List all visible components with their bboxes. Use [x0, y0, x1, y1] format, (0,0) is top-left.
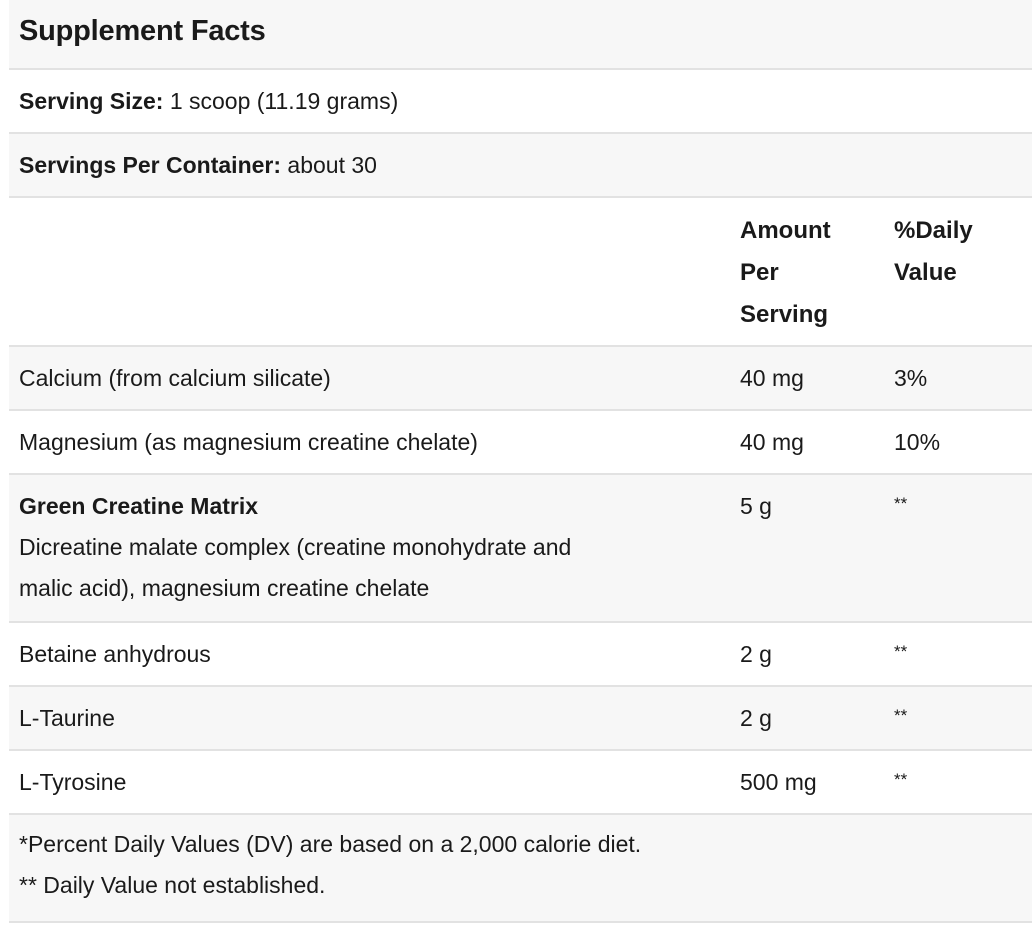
table-row: Green Creatine Matrix Dicreatine malate …	[9, 475, 1032, 623]
ingredient-amount: 40 mg	[740, 429, 804, 455]
footnote-percent-daily-values: *Percent Daily Values (DV) are based on …	[19, 831, 642, 857]
ingredient-daily-value: **	[894, 642, 908, 661]
servings-per-container-value: about 30	[287, 152, 377, 178]
serving-size-label: Serving Size:	[19, 88, 164, 114]
servings-per-container-label: Servings Per Container:	[19, 152, 282, 178]
ingredient-daily-value: **	[894, 770, 908, 789]
ingredient-name: Calcium (from calcium silicate)	[19, 365, 331, 391]
ingredient-amount: 500 mg	[740, 769, 817, 795]
ingredient-amount: 2 g	[740, 641, 772, 667]
ingredient-name: L-Taurine	[19, 705, 115, 731]
ingredient-name: L-Tyrosine	[19, 769, 127, 795]
servings-per-container-row: Servings Per Container: about 30	[9, 134, 1032, 198]
title-row: Supplement Facts	[9, 0, 1032, 70]
ingredient-name: Betaine anhydrous	[19, 641, 211, 667]
table-row: Magnesium (as magnesium creatine chelate…	[9, 411, 1032, 475]
ingredient-description-line: Dicreatine malate complex (creatine mono…	[19, 534, 572, 560]
supplement-facts-panel: Supplement Facts Serving Size: 1 scoop (…	[9, 0, 1032, 923]
ingredient-name: Green Creatine Matrix	[19, 493, 259, 519]
table-row: Betaine anhydrous 2 g **	[9, 623, 1032, 687]
ingredient-daily-value: **	[894, 706, 908, 725]
ingredient-amount: 2 g	[740, 705, 772, 731]
ingredient-daily-value: 3%	[894, 365, 928, 391]
table-row: L-Tyrosine 500 mg **	[9, 751, 1032, 815]
ingredient-amount: 5 g	[740, 493, 772, 519]
footnote-not-established: ** Daily Value not established.	[19, 872, 326, 898]
table-row: L-Taurine 2 g **	[9, 687, 1032, 751]
column-header-row: Amount Per Serving %Daily Value	[9, 198, 1032, 347]
serving-size-row: Serving Size: 1 scoop (11.19 grams)	[9, 70, 1032, 134]
ingredient-name: Magnesium (as magnesium creatine chelate…	[19, 429, 478, 455]
daily-value-header: %Daily Value	[894, 217, 973, 286]
ingredient-description-line: malic acid), magnesium creatine chelate	[19, 575, 430, 601]
serving-size-value: 1 scoop (11.19 grams)	[169, 88, 399, 114]
ingredient-daily-value: 10%	[894, 429, 941, 455]
ingredient-amount: 40 mg	[740, 365, 804, 391]
ingredient-daily-value: **	[894, 494, 908, 513]
amount-per-serving-header: Amount Per Serving	[740, 217, 831, 328]
footnotes-row: *Percent Daily Values (DV) are based on …	[9, 815, 1032, 923]
table-row: Calcium (from calcium silicate) 40 mg 3%	[9, 347, 1032, 411]
panel-title: Supplement Facts	[19, 15, 266, 47]
